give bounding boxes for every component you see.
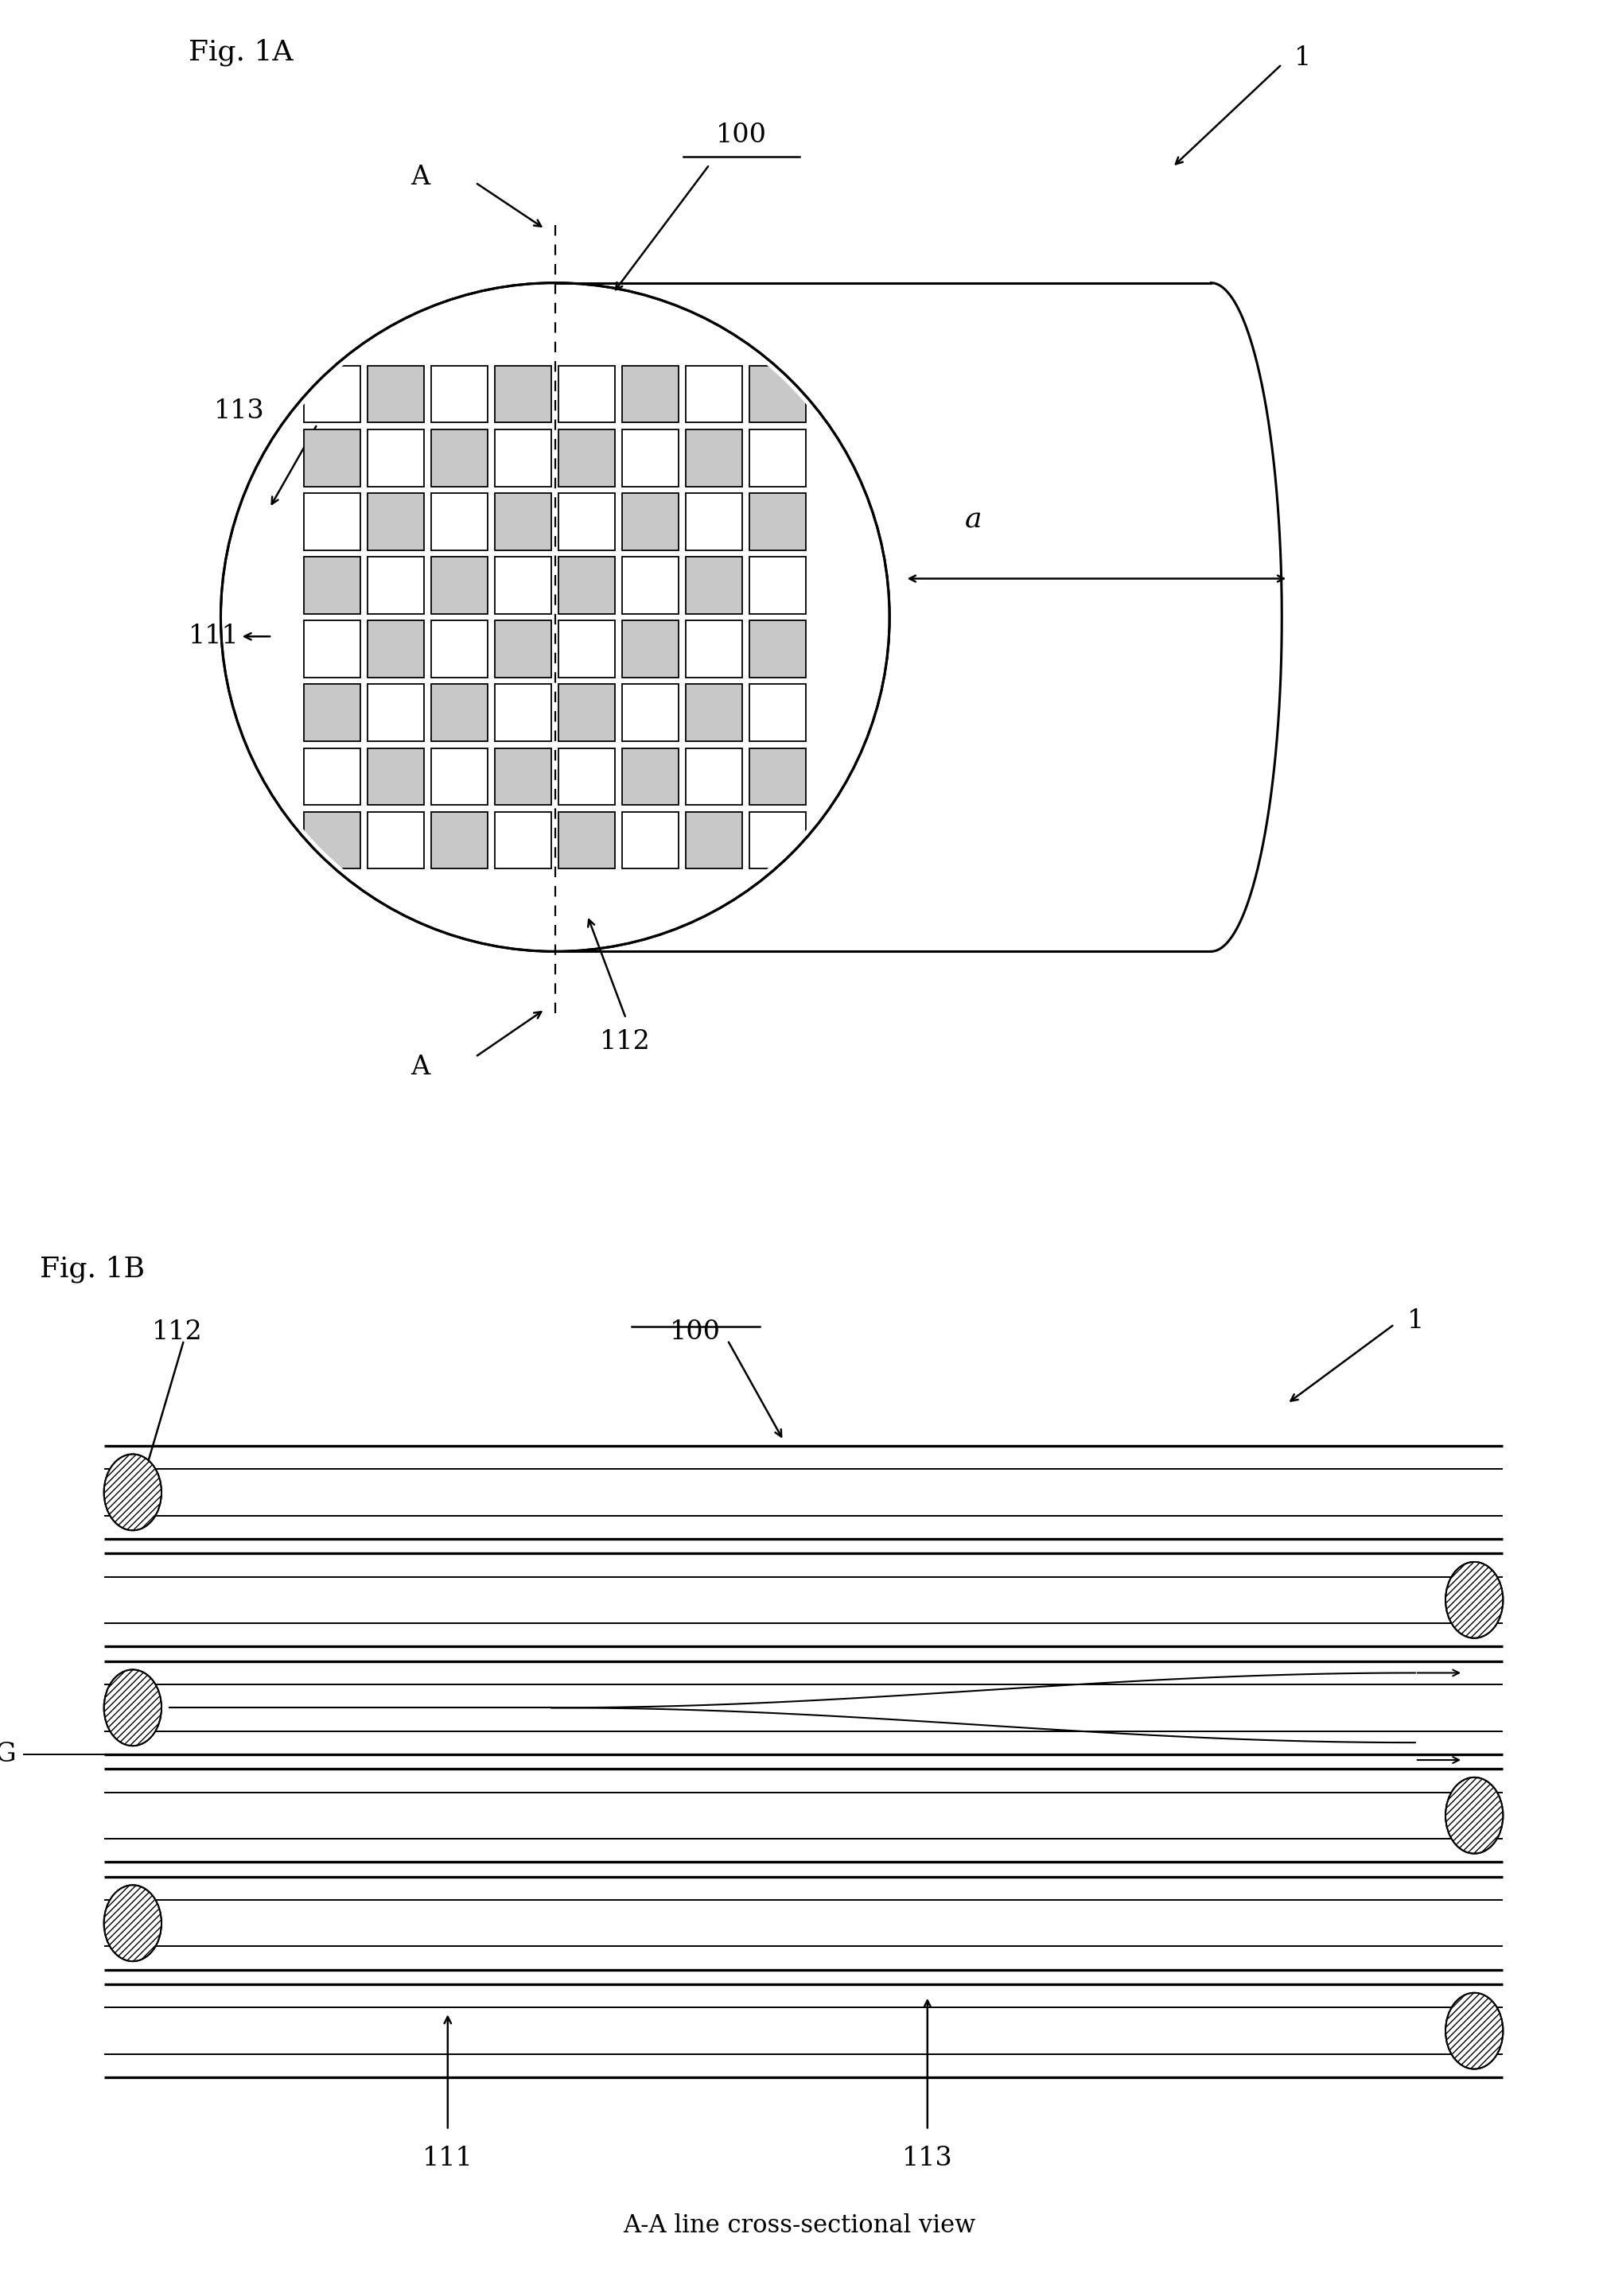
Bar <box>622 494 680 551</box>
Bar <box>686 558 742 613</box>
Ellipse shape <box>1445 1561 1503 1637</box>
Bar <box>496 429 552 487</box>
Bar <box>304 365 361 422</box>
Bar <box>496 558 552 613</box>
Bar <box>432 429 488 487</box>
Text: A: A <box>411 165 430 191</box>
Ellipse shape <box>104 1669 161 1745</box>
Bar <box>558 620 616 677</box>
Text: 111: 111 <box>422 2147 473 2172</box>
Text: 111: 111 <box>189 625 240 650</box>
Bar <box>558 810 616 868</box>
Bar <box>496 748 552 804</box>
Bar <box>686 748 742 804</box>
Bar <box>558 429 616 487</box>
Text: a: a <box>964 507 982 533</box>
Text: Fig. 1A: Fig. 1A <box>189 39 293 67</box>
Text: 113: 113 <box>214 400 265 425</box>
Bar <box>750 620 806 677</box>
Bar <box>496 365 552 422</box>
Bar <box>622 558 680 613</box>
Bar <box>432 810 488 868</box>
Text: G: G <box>0 1740 16 1768</box>
Bar <box>496 684 552 742</box>
Bar <box>622 748 680 804</box>
Ellipse shape <box>104 1885 161 1961</box>
Bar <box>304 558 361 613</box>
Bar <box>304 494 361 551</box>
Bar <box>368 429 424 487</box>
Bar <box>750 748 806 804</box>
Bar <box>750 429 806 487</box>
Bar <box>368 684 424 742</box>
Text: 1: 1 <box>1407 1309 1425 1334</box>
Text: 1: 1 <box>1295 46 1311 71</box>
Bar <box>686 684 742 742</box>
Bar <box>750 494 806 551</box>
Bar <box>432 748 488 804</box>
Bar <box>622 365 680 422</box>
Bar <box>686 429 742 487</box>
Bar <box>686 365 742 422</box>
Bar <box>496 494 552 551</box>
Bar <box>432 365 488 422</box>
Bar <box>622 810 680 868</box>
Bar <box>368 810 424 868</box>
Bar <box>622 684 680 742</box>
Bar <box>750 558 806 613</box>
Bar <box>368 620 424 677</box>
Bar <box>558 684 616 742</box>
Bar <box>304 620 361 677</box>
Bar <box>432 684 488 742</box>
Bar <box>432 494 488 551</box>
Bar <box>622 620 680 677</box>
Bar <box>304 748 361 804</box>
Text: A-A line cross-sectional view: A-A line cross-sectional view <box>624 2213 975 2239</box>
Text: 113: 113 <box>902 2147 953 2172</box>
Bar <box>558 494 616 551</box>
Bar <box>368 365 424 422</box>
Bar <box>558 748 616 804</box>
Bar <box>558 365 616 422</box>
Text: 100: 100 <box>670 1318 721 1345</box>
Ellipse shape <box>1445 1777 1503 1853</box>
Bar <box>304 429 361 487</box>
Bar <box>496 810 552 868</box>
Text: 112: 112 <box>152 1318 203 1345</box>
Bar <box>622 429 680 487</box>
Bar <box>368 558 424 613</box>
Bar <box>750 365 806 422</box>
Ellipse shape <box>104 1453 161 1531</box>
Bar <box>686 810 742 868</box>
Ellipse shape <box>1445 1993 1503 2069</box>
Text: A: A <box>411 1054 430 1079</box>
Bar <box>750 684 806 742</box>
Bar <box>304 810 361 868</box>
Bar <box>750 810 806 868</box>
Text: Fig. 1B: Fig. 1B <box>40 1256 146 1283</box>
Bar <box>686 494 742 551</box>
Bar <box>686 620 742 677</box>
Bar <box>368 748 424 804</box>
Bar <box>432 620 488 677</box>
Bar <box>368 494 424 551</box>
Bar <box>496 620 552 677</box>
Bar <box>558 558 616 613</box>
Text: 112: 112 <box>600 1029 651 1054</box>
Bar <box>304 684 361 742</box>
Text: 100: 100 <box>716 122 768 147</box>
Bar <box>432 558 488 613</box>
